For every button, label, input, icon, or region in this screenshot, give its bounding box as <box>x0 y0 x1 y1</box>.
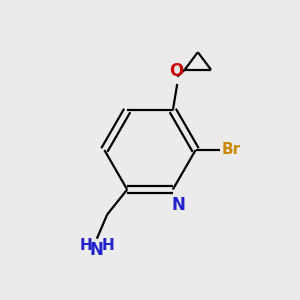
Text: O: O <box>169 62 184 80</box>
Text: Br: Br <box>221 142 241 158</box>
Text: N: N <box>90 241 104 259</box>
Text: N: N <box>171 196 185 214</box>
Text: H: H <box>79 238 92 253</box>
Text: H: H <box>102 238 114 253</box>
